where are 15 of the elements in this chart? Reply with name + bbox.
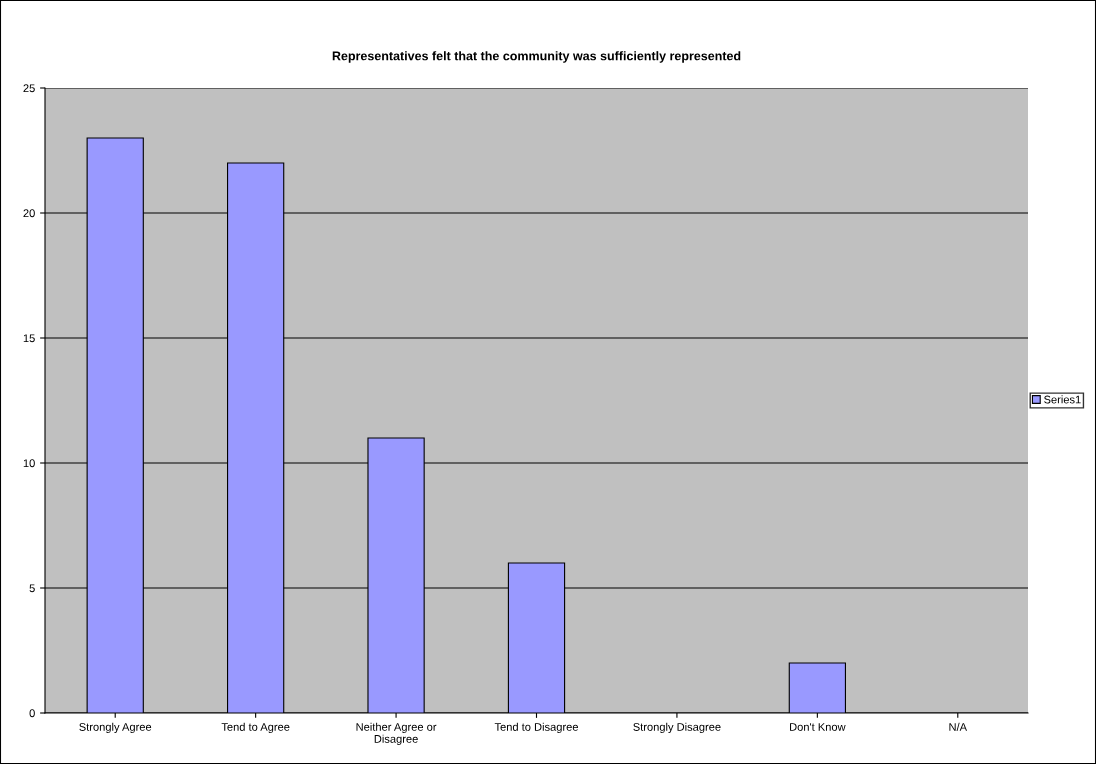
y-tick-label: 5 — [29, 584, 35, 593]
y-tick-label: 25 — [23, 84, 35, 93]
legend-label: Series1 — [1044, 395, 1081, 404]
x-tick-label: Neither Agree or Disagree — [356, 722, 437, 746]
x-tick-label: Tend to Disagree — [494, 722, 579, 734]
x-tick-label: Tend to Agree — [221, 722, 290, 734]
y-tick-label: 10 — [23, 459, 35, 468]
x-tick-label: Strongly Disagree — [633, 722, 721, 734]
chart-title: Representatives felt that the community was sufficiently represented — [332, 51, 741, 63]
y-tick-label: 0 — [29, 709, 35, 718]
x-tick-label: Strongly Agree — [79, 722, 152, 734]
y-tick-label: 15 — [23, 334, 35, 343]
x-tick-label: N/A — [949, 722, 968, 731]
y-tick-label: 20 — [23, 209, 35, 218]
x-tick-label: Don't Know — [790, 723, 846, 731]
